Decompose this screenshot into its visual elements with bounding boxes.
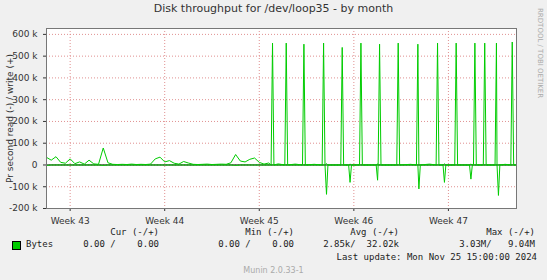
- svg-text:300 k: 300 k: [12, 95, 38, 105]
- html-text:RRDTOOL / TOBI OETIKER: RRDTOOL / TOBI OETIKER: [536, 8, 544, 99]
- html-text:Last update: Mon Nov 25 15:00:: Last update: Mon Nov 25 15:00:00 2024: [336, 252, 537, 262]
- html-text:Min (-/+): Min (-/+): [245, 227, 294, 237]
- svg-text:600 k: 600 k: [12, 29, 38, 39]
- svg-text:100 k: 100 k: [12, 138, 38, 148]
- svg-text:400 k: 400 k: [12, 73, 38, 83]
- svg-text:Week 44: Week 44: [145, 216, 184, 224]
- svg-text:-100 k: -100 k: [9, 181, 38, 192]
- svg-text:0: 0: [32, 160, 38, 170]
- svg-text:Week 45: Week 45: [240, 216, 279, 224]
- html-text:Munin 2.0.33-1: Munin 2.0.33-1: [243, 266, 304, 275]
- html-text:2.85k/ 32.02k: 2.85k/ 32.02k: [323, 239, 399, 249]
- svg-text:-200 k: -200 k: [9, 203, 38, 213]
- svg-text:Week 46: Week 46: [334, 216, 373, 224]
- html-text:3.03M/ 9.04M: 3.03M/ 9.04M: [459, 239, 535, 249]
- svg-text:Week 47: Week 47: [429, 216, 468, 224]
- html-text:Bytes: Bytes: [26, 239, 54, 249]
- svg-text:Pr second read (-) / write (+): Pr second read (-) / write (+): [5, 54, 15, 183]
- html-text:0.00 / 0.00: 0.00 / 0.00: [218, 239, 294, 249]
- svg-text:500 k: 500 k: [12, 51, 38, 61]
- html-text:Max (-/+): Max (-/+): [486, 227, 535, 237]
- html-text:Disk throughput for /dev/loop3: Disk throughput for /dev/loop35 - by mon…: [153, 2, 394, 15]
- svg-text:200 k: 200 k: [12, 116, 38, 126]
- html-text:0.00 / 0.00: 0.00 / 0.00: [83, 239, 159, 249]
- html-text:Avg (-/+): Avg (-/+): [350, 227, 399, 237]
- svg-text:Week 43: Week 43: [51, 216, 90, 224]
- html-text:Cur (-/+): Cur (-/+): [110, 227, 159, 237]
